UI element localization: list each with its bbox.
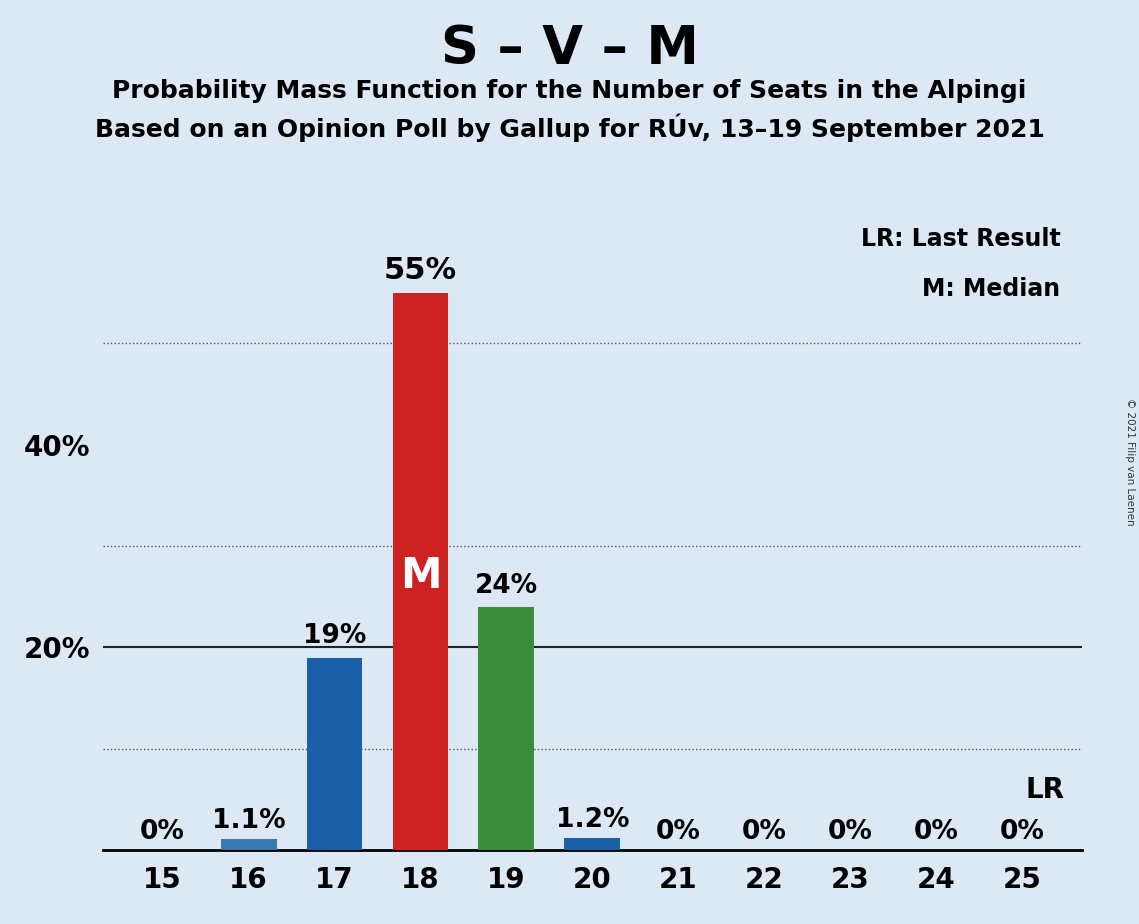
Text: © 2021 Filip van Laenen: © 2021 Filip van Laenen — [1125, 398, 1134, 526]
Text: LR: Last Result: LR: Last Result — [861, 226, 1060, 250]
Text: S – V – M: S – V – M — [441, 23, 698, 75]
Text: 0%: 0% — [656, 819, 700, 845]
Text: 19%: 19% — [303, 624, 367, 650]
Text: 0%: 0% — [741, 819, 787, 845]
Text: 1.2%: 1.2% — [556, 807, 629, 833]
Bar — [306, 658, 362, 850]
Text: 0%: 0% — [140, 819, 186, 845]
Text: 55%: 55% — [384, 256, 457, 285]
Bar — [564, 838, 621, 850]
Text: 0%: 0% — [913, 819, 958, 845]
Text: LR: LR — [1026, 776, 1065, 805]
Bar — [221, 839, 277, 850]
Text: 24%: 24% — [475, 573, 538, 599]
Text: 1.1%: 1.1% — [212, 808, 286, 833]
Text: Probability Mass Function for the Number of Seats in the Alpingi: Probability Mass Function for the Number… — [113, 79, 1026, 103]
Text: 0%: 0% — [999, 819, 1044, 845]
Text: Based on an Opinion Poll by Gallup for RÚv, 13–19 September 2021: Based on an Opinion Poll by Gallup for R… — [95, 114, 1044, 142]
Text: M: M — [400, 555, 441, 598]
Bar — [393, 293, 449, 850]
Text: 0%: 0% — [828, 819, 872, 845]
Text: M: Median: M: Median — [923, 277, 1060, 301]
Bar — [478, 607, 534, 850]
